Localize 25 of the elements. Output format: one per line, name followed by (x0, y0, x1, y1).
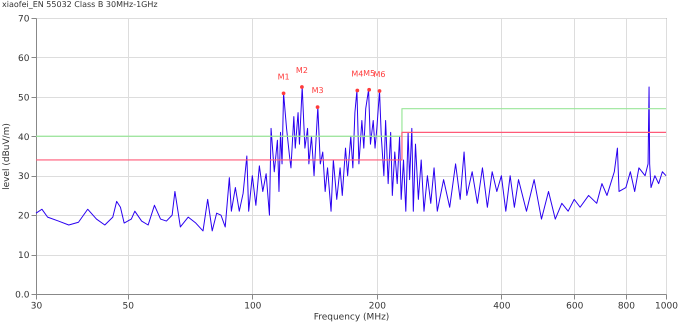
y-tick-label: 10 (18, 251, 30, 262)
annotation: M6 (374, 70, 386, 79)
annotation: M1 (278, 72, 290, 82)
annotation: M2 (296, 66, 308, 75)
x-tick-label: 30 (30, 302, 42, 312)
y-tick-label: 60 (18, 54, 30, 64)
x-axis-title: Frequency (MHz) (314, 312, 390, 322)
annotation: M4 (351, 70, 364, 79)
annotation: M5 (363, 68, 376, 78)
x-tick-label: 200 (368, 302, 386, 312)
y-axis-title: level (dBuV/m) (2, 123, 12, 190)
x-tick-label: 100 (244, 302, 262, 312)
y-tick-label: 70 (18, 14, 30, 24)
annotation: M3 (312, 86, 324, 96)
x-tick-label: 400 (493, 302, 511, 312)
y-tick-label: 20 (18, 212, 30, 222)
y-tick-label: 0.0 (15, 290, 30, 300)
chart-title: xiaofei_EN 55032 Class B 30MHz-1GHz (2, 0, 158, 9)
y-tick-label: 40 (18, 132, 30, 143)
x-tick-label: 50 (122, 302, 134, 312)
x-tick-label: 800 (618, 302, 636, 312)
x-tick-label: 1000 (655, 302, 678, 312)
x-tick-label: 600 (566, 302, 584, 312)
y-tick-label: 30 (18, 172, 30, 182)
y-tick-label: 50 (18, 93, 30, 104)
